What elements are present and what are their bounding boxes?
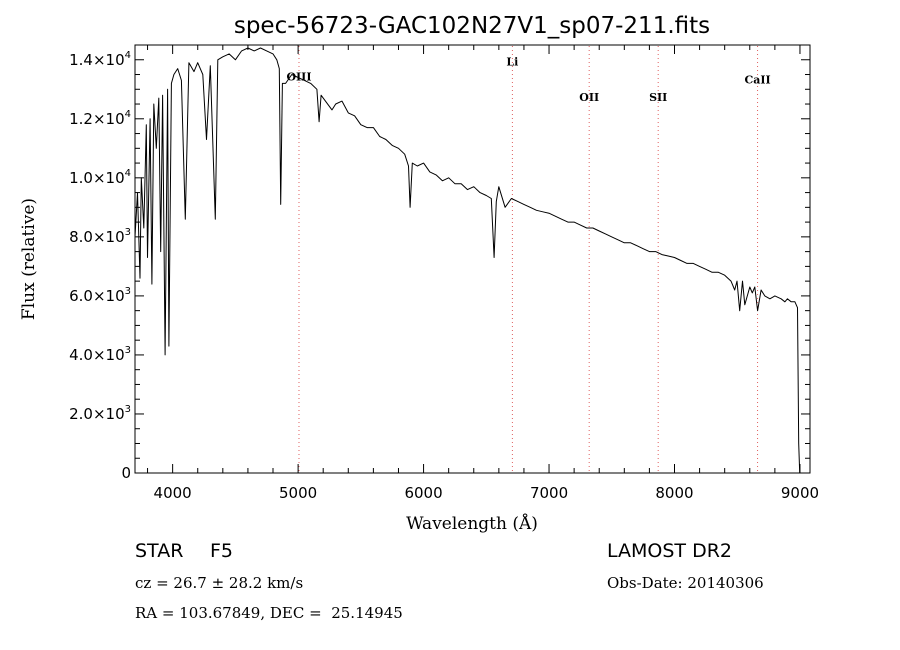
axis-ticks xyxy=(135,45,810,474)
object-type: STAR xyxy=(135,540,184,562)
y-tick-exponent: 3 xyxy=(125,286,131,297)
plot-frame xyxy=(134,44,811,474)
x-tick-label: 8000 xyxy=(655,484,693,502)
y-tick-label: 2.0×103 xyxy=(69,404,131,423)
y-tick-mantissa: 6.0×10 xyxy=(69,287,125,305)
spectrum-line xyxy=(134,47,801,474)
spectral-line-label: CaII xyxy=(744,73,770,86)
x-tick-label: 4000 xyxy=(154,484,192,502)
x-axis-label: Wavelength (Å) xyxy=(406,513,538,534)
y-tick-exponent: 3 xyxy=(125,345,131,356)
spectral-line-label: OIII xyxy=(286,70,311,83)
y-tick-exponent: 4 xyxy=(125,50,131,61)
observation-date: Obs-Date: 20140306 xyxy=(607,574,764,592)
x-tick-label: 5000 xyxy=(279,484,317,502)
redshift-velocity: cz = 26.7 ± 28.2 km/s xyxy=(135,574,304,592)
spectrum-series xyxy=(134,47,801,474)
x-tick-label: 9000 xyxy=(781,484,819,502)
y-tick-label: 4.0×103 xyxy=(69,345,131,364)
y-tick-mantissa: 1.4×10 xyxy=(69,51,125,69)
spectral-subclass: F5 xyxy=(210,540,234,562)
y-tick-label: 8.0×103 xyxy=(69,227,131,246)
y-tick-mantissa: 1.2×10 xyxy=(69,110,125,128)
y-tick-label: 1.2×104 xyxy=(69,109,131,128)
y-tick-label: 1.0×104 xyxy=(69,168,131,187)
y-axis-label: Flux (relative) xyxy=(19,198,39,320)
y-tick-label: 1.4×104 xyxy=(69,50,131,69)
y-tick-mantissa: 4.0×10 xyxy=(69,346,125,364)
y-tick-label: 6.0×103 xyxy=(69,286,131,305)
spectral-line-label: OII xyxy=(579,91,599,104)
spectral-line-labels: OIII Li OII SII CaII xyxy=(286,56,770,104)
x-tick-labels: 4000 5000 6000 7000 8000 9000 xyxy=(154,484,820,502)
x-tick-label: 6000 xyxy=(404,484,442,502)
x-tick-label: 7000 xyxy=(530,484,568,502)
y-tick-mantissa: 0 xyxy=(121,464,131,482)
y-tick-exponent: 3 xyxy=(125,404,131,415)
spectral-line-markers xyxy=(298,46,759,472)
y-tick-label: 0 xyxy=(121,464,131,482)
chart-title: spec-56723-GAC102N27V1_sp07-211.fits xyxy=(234,13,710,39)
spectral-line-label: SII xyxy=(649,91,667,104)
y-tick-mantissa: 1.0×10 xyxy=(69,169,125,187)
y-tick-exponent: 3 xyxy=(125,227,131,238)
y-tick-mantissa: 8.0×10 xyxy=(69,228,125,246)
data-release: LAMOST DR2 xyxy=(607,540,732,562)
y-tick-exponent: 4 xyxy=(125,109,131,120)
spectral-line-label: Li xyxy=(506,56,518,69)
y-tick-mantissa: 2.0×10 xyxy=(69,405,125,423)
coordinates: RA = 103.67849, DEC = 25.14945 xyxy=(135,604,403,622)
y-tick-labels: 02.0×1034.0×1036.0×1038.0×1031.0×1041.2×… xyxy=(69,50,131,482)
y-tick-exponent: 4 xyxy=(125,168,131,179)
